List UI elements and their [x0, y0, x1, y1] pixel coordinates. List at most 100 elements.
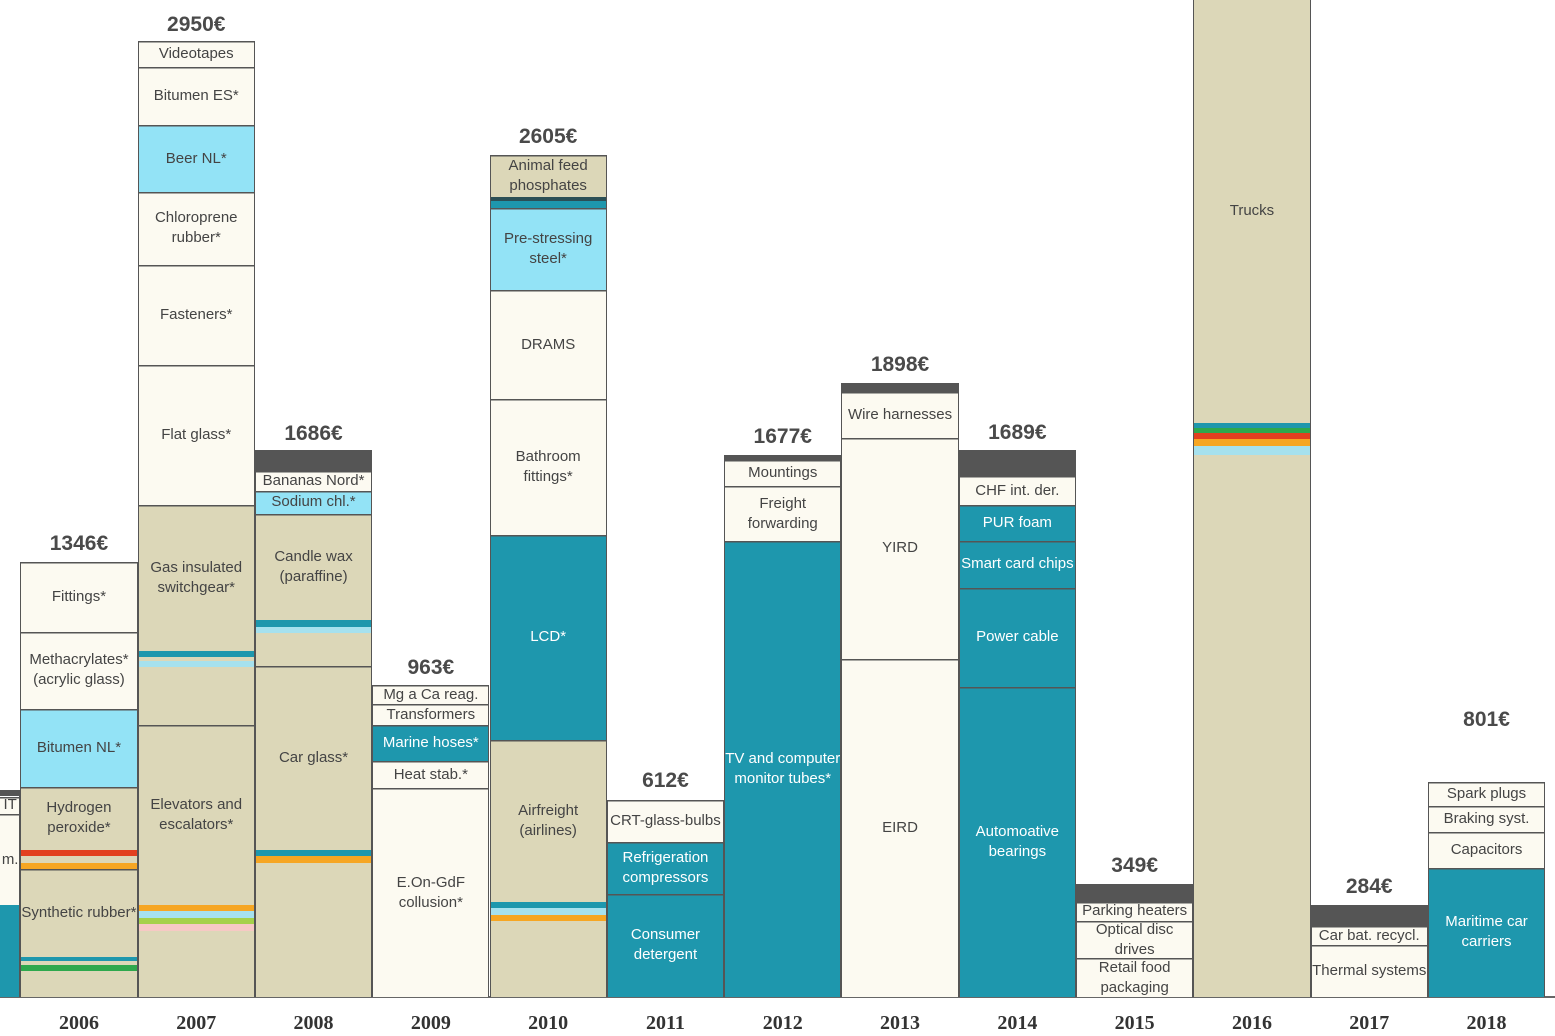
- segment-label: Freight forwarding: [747, 494, 818, 532]
- x-tick-label: 2016: [1231, 1012, 1272, 1034]
- bar-segment: [0, 790, 21, 797]
- segment-label: Retail food packaging: [1098, 958, 1171, 996]
- bar-segment: [137, 650, 255, 658]
- bar-segment: [1193, 445, 1311, 456]
- bar-segment: [489, 901, 607, 909]
- total-label: 1346€: [49, 531, 109, 555]
- bar-outline: [489, 154, 607, 997]
- segment-label: Pre-stressing steel*: [503, 230, 593, 268]
- segment-label: Beer NL*: [165, 149, 227, 167]
- bar-segment: [372, 760, 490, 789]
- segment-label: E.On-GdF collusion*: [396, 873, 466, 911]
- x-tick-label: 2009: [410, 1012, 451, 1034]
- segment-label: Fasteners*: [159, 305, 233, 323]
- bar-segment: [724, 486, 842, 542]
- bar-segment: [20, 971, 138, 997]
- bar-segment: [841, 382, 959, 393]
- bar-segment: [841, 392, 959, 438]
- segment-label: Elevators and escalators*: [150, 796, 243, 834]
- segment-label: Spark plugs: [1446, 785, 1527, 803]
- bar-segment: [958, 450, 1076, 477]
- bar-segment: [1427, 781, 1546, 807]
- segment-label: PUR foam: [982, 514, 1052, 532]
- bar-outline: [1310, 905, 1428, 997]
- bar-segment: [254, 620, 373, 627]
- segment-label: Optical disc drives: [1095, 920, 1174, 958]
- segment-label: Heat stab.*: [393, 765, 468, 783]
- x-tick-label: 2018: [1466, 1012, 1507, 1034]
- bar-segment: [1193, 422, 1311, 428]
- bar-segment: [489, 196, 607, 202]
- bar-segment: [958, 587, 1076, 687]
- bar-segment: [372, 704, 490, 726]
- bar-segment: [254, 849, 373, 857]
- total-label: 284€: [1345, 875, 1393, 899]
- bar-segment: [20, 562, 138, 632]
- segment-label: Fittings*: [51, 587, 107, 605]
- bar-segment: [254, 665, 373, 850]
- x-tick-label: 2007: [176, 1012, 217, 1034]
- bar-segment: [1076, 884, 1194, 902]
- bar-outline: [841, 382, 959, 997]
- bar-outline: [724, 454, 842, 997]
- segment-label: Marine hoses*: [382, 734, 479, 752]
- bar-segment: [606, 799, 725, 842]
- bar-segment: [489, 201, 607, 208]
- bar-segment: [20, 964, 138, 972]
- bar-segment: [958, 686, 1076, 997]
- x-tick-label: 2014: [997, 1012, 1038, 1034]
- bar-segment: [137, 657, 255, 661]
- bar-outline: [1076, 884, 1194, 997]
- bar-segment: [20, 849, 138, 857]
- bar-outline: [20, 562, 138, 997]
- segment-label: Bitumen NL*: [36, 738, 122, 756]
- total-label: 612€: [642, 769, 689, 793]
- bar-segment: [1310, 945, 1428, 997]
- bar-segment: [20, 786, 138, 850]
- segment-label: Hydrogen peroxide*: [46, 799, 112, 837]
- segment-label: Wire harnesses: [847, 405, 953, 423]
- bar-segment: [20, 709, 138, 787]
- x-tick-label: 2017: [1349, 1012, 1390, 1034]
- bar-segment: [1427, 832, 1546, 868]
- bar-segment: [20, 961, 138, 965]
- bar-segment: [137, 917, 255, 925]
- bar-outline: [958, 450, 1076, 997]
- bar-segment: [20, 862, 138, 870]
- segment-label: IT: [3, 796, 17, 814]
- total-label: 349€: [1111, 854, 1158, 878]
- bar-segment: [137, 41, 255, 68]
- bar-segment: [724, 454, 842, 461]
- bar-segment: [137, 904, 255, 912]
- total-label: 963€: [407, 655, 455, 679]
- segment-label: Car glass*: [278, 748, 349, 766]
- x-tick-label: 2010: [528, 1012, 569, 1034]
- bar-segment: [20, 869, 138, 957]
- bar-segment: [489, 921, 607, 997]
- segment-label: Gas insulated switchgear*: [150, 559, 243, 597]
- bar-segment: [489, 398, 607, 535]
- bar-segment: [958, 541, 1076, 588]
- bar-segment: [0, 796, 21, 815]
- segment-label: EIRD: [882, 819, 918, 837]
- segment-label: CRT-glass-bulbs: [610, 811, 721, 829]
- bar-segment: [1193, 439, 1311, 446]
- segment-label: Bathroom fittings*: [515, 447, 581, 485]
- segment-label: TV and computer monitor tubes*: [725, 750, 841, 787]
- x-tick-label: 2006: [58, 1012, 99, 1034]
- bar-segment: [137, 660, 255, 668]
- bar-segment: [372, 788, 490, 997]
- bar-segment: [1427, 867, 1546, 997]
- segment-label: CHF int. der.: [975, 481, 1060, 499]
- bar-segment: [20, 856, 138, 863]
- bar-segment: [254, 626, 373, 634]
- bar-segment: [254, 490, 373, 514]
- segment-label: Capacitors: [1450, 840, 1523, 858]
- bar-segment: [1076, 901, 1194, 921]
- x-tick-label: 2013: [880, 1012, 921, 1034]
- x-tick-label: 2008: [293, 1012, 334, 1034]
- bar-segment: [489, 290, 607, 399]
- bar-segment: [489, 908, 607, 915]
- total-label: 2950€: [167, 13, 226, 36]
- bar-segment: [1310, 925, 1428, 946]
